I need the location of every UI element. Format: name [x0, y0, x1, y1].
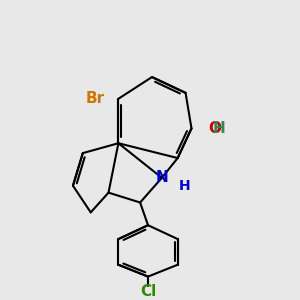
Text: H: H	[213, 121, 226, 136]
Text: Br: Br	[86, 91, 105, 106]
Text: N: N	[155, 170, 168, 185]
Text: H: H	[179, 179, 190, 193]
Text: O: O	[209, 121, 222, 136]
Text: Cl: Cl	[140, 284, 156, 299]
